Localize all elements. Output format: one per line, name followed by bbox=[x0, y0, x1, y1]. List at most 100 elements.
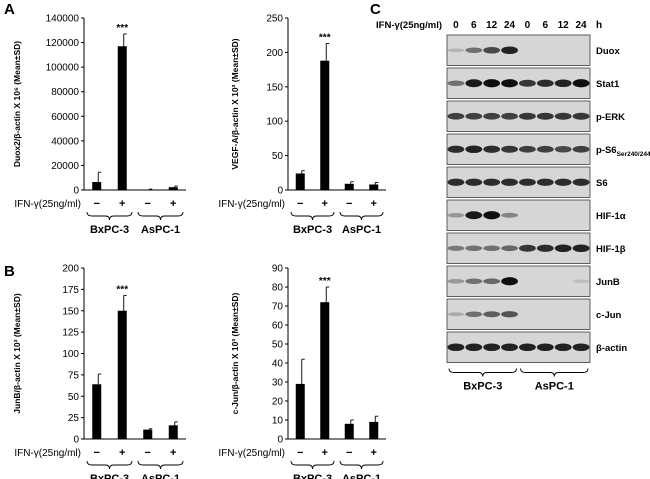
blot-row-2: Stat1 bbox=[446, 67, 620, 99]
blot-band bbox=[536, 343, 554, 352]
y-tick-label: 40 bbox=[272, 359, 284, 370]
blot-band bbox=[519, 79, 536, 87]
blot-band bbox=[519, 244, 536, 252]
cell-line-label: BxPC-3 bbox=[90, 224, 129, 236]
group-brace bbox=[137, 211, 184, 221]
blot-band bbox=[465, 311, 483, 318]
blot-band bbox=[536, 178, 554, 186]
blot-row-8: JunB bbox=[446, 265, 620, 297]
y-tick-label: 140000 bbox=[46, 14, 80, 25]
blot-group-brace bbox=[520, 368, 589, 377]
error-bar-1 bbox=[301, 170, 305, 174]
blot-band bbox=[483, 245, 501, 252]
blot-band bbox=[536, 79, 554, 87]
treatment-label: IFN-γ(25ng/ml) bbox=[14, 448, 81, 459]
western-blot: IFN-γ(25ng/ml) 0 6 12 24 0 6 12 24 h Duox Stat1 p-ER… bbox=[376, 20, 650, 393]
group-brace bbox=[137, 460, 184, 470]
blot-band bbox=[572, 145, 590, 153]
y-axis-label: JunB/β-actin X 10³ (Mean±SD) bbox=[12, 293, 22, 414]
blot-band bbox=[483, 46, 501, 54]
group-brace bbox=[290, 460, 335, 470]
plus-label: + bbox=[170, 447, 176, 459]
blot-band bbox=[465, 112, 483, 120]
group-brace bbox=[339, 211, 384, 221]
minus-label: − bbox=[346, 447, 352, 459]
blot-band bbox=[447, 213, 465, 218]
bar-charts: 020000400006000080000100000120000140000D… bbox=[12, 14, 386, 479]
error-bar-2 bbox=[123, 294, 127, 311]
y-tick-label: 50 bbox=[272, 151, 284, 162]
error-bar-1 bbox=[301, 358, 305, 384]
y-tick-label: 50 bbox=[272, 340, 284, 351]
panel-label-c: C bbox=[370, 1, 381, 18]
y-tick-label: 20000 bbox=[51, 161, 79, 172]
group-brace bbox=[86, 211, 133, 221]
blot-band bbox=[519, 145, 536, 153]
blot-band bbox=[572, 279, 590, 283]
error-bar-4 bbox=[374, 181, 379, 185]
blot-cell-line-label: BxPC-3 bbox=[463, 381, 502, 393]
blot-band bbox=[501, 245, 518, 252]
y-tick-label: 100000 bbox=[46, 63, 80, 74]
blot-band bbox=[572, 343, 590, 352]
time-point-label: 24 bbox=[504, 20, 516, 31]
blot-band bbox=[465, 178, 483, 186]
y-axis-label: c-Jun/β-actin X 10³ (Mean±SD) bbox=[230, 292, 240, 414]
treatment-label: IFN-γ(25ng/ml) bbox=[218, 448, 285, 459]
plus-label: + bbox=[119, 198, 125, 210]
blot-row-label: HIF-1β bbox=[596, 244, 626, 255]
bar-2 bbox=[117, 310, 127, 439]
blot-band bbox=[447, 343, 465, 352]
error-bar-3 bbox=[350, 181, 354, 184]
blot-band bbox=[483, 343, 501, 352]
blot-row-label: β-actin bbox=[596, 343, 627, 354]
blot-band bbox=[501, 277, 518, 286]
group-brace bbox=[290, 211, 335, 221]
blot-band bbox=[572, 112, 590, 120]
blot-band bbox=[483, 178, 501, 186]
y-tick-label: 0 bbox=[277, 186, 283, 197]
blot-band bbox=[447, 48, 465, 53]
bar-chart-3: 0 25 50 75 100 125 150 175 200 JunB/β-actin X 10³… bbox=[12, 264, 186, 479]
bar-2 bbox=[320, 60, 330, 190]
y-tick-label: 200 bbox=[62, 264, 79, 275]
bar-chart-2: 0 50 100 150 200 250 VEGF-A/β-actin X 10³ (Mea… bbox=[218, 14, 386, 236]
group-brace bbox=[86, 460, 133, 470]
blot-row-label: Duox bbox=[596, 46, 620, 57]
bar-2 bbox=[117, 46, 127, 190]
blot-band bbox=[554, 244, 572, 253]
blot-row-7: HIF-1β bbox=[446, 232, 626, 264]
blot-band bbox=[501, 212, 518, 218]
blot-band bbox=[447, 312, 465, 317]
blot-row-label: c-Jun bbox=[596, 310, 622, 321]
y-tick-label: 200 bbox=[266, 48, 283, 59]
cell-line-label: BxPC-3 bbox=[90, 473, 129, 479]
error-bar-3 bbox=[350, 419, 354, 424]
blot-treatment-label: IFN-γ(25ng/ml) bbox=[376, 20, 442, 31]
blot-band bbox=[501, 112, 518, 120]
blot-row-label: p-ERK bbox=[596, 112, 625, 123]
blot-row-label: Stat1 bbox=[596, 79, 620, 90]
cell-line-label: AsPC-1 bbox=[141, 224, 180, 236]
blot-band bbox=[465, 79, 483, 88]
y-tick-label: 80000 bbox=[51, 87, 79, 98]
bar-1 bbox=[92, 182, 102, 190]
blot-band bbox=[465, 211, 483, 220]
bar-2 bbox=[320, 302, 330, 439]
blot-row-5: S6 bbox=[446, 166, 608, 198]
time-unit-label: h bbox=[596, 20, 602, 31]
blot-band bbox=[554, 145, 572, 153]
minus-label: − bbox=[297, 198, 303, 210]
bar-4 bbox=[369, 184, 379, 190]
plus-label: + bbox=[322, 447, 328, 459]
blot-band bbox=[572, 178, 590, 186]
significance-marker: *** bbox=[116, 284, 128, 295]
y-tick-label: 40000 bbox=[51, 136, 79, 147]
blot-band bbox=[483, 311, 501, 318]
blot-row-3: p-ERK bbox=[446, 100, 625, 132]
bar-1 bbox=[92, 384, 102, 439]
blot-row-label: p-S6Ser240/244 bbox=[596, 145, 650, 158]
blot-band bbox=[501, 79, 518, 88]
y-tick-label: 50 bbox=[68, 392, 80, 403]
